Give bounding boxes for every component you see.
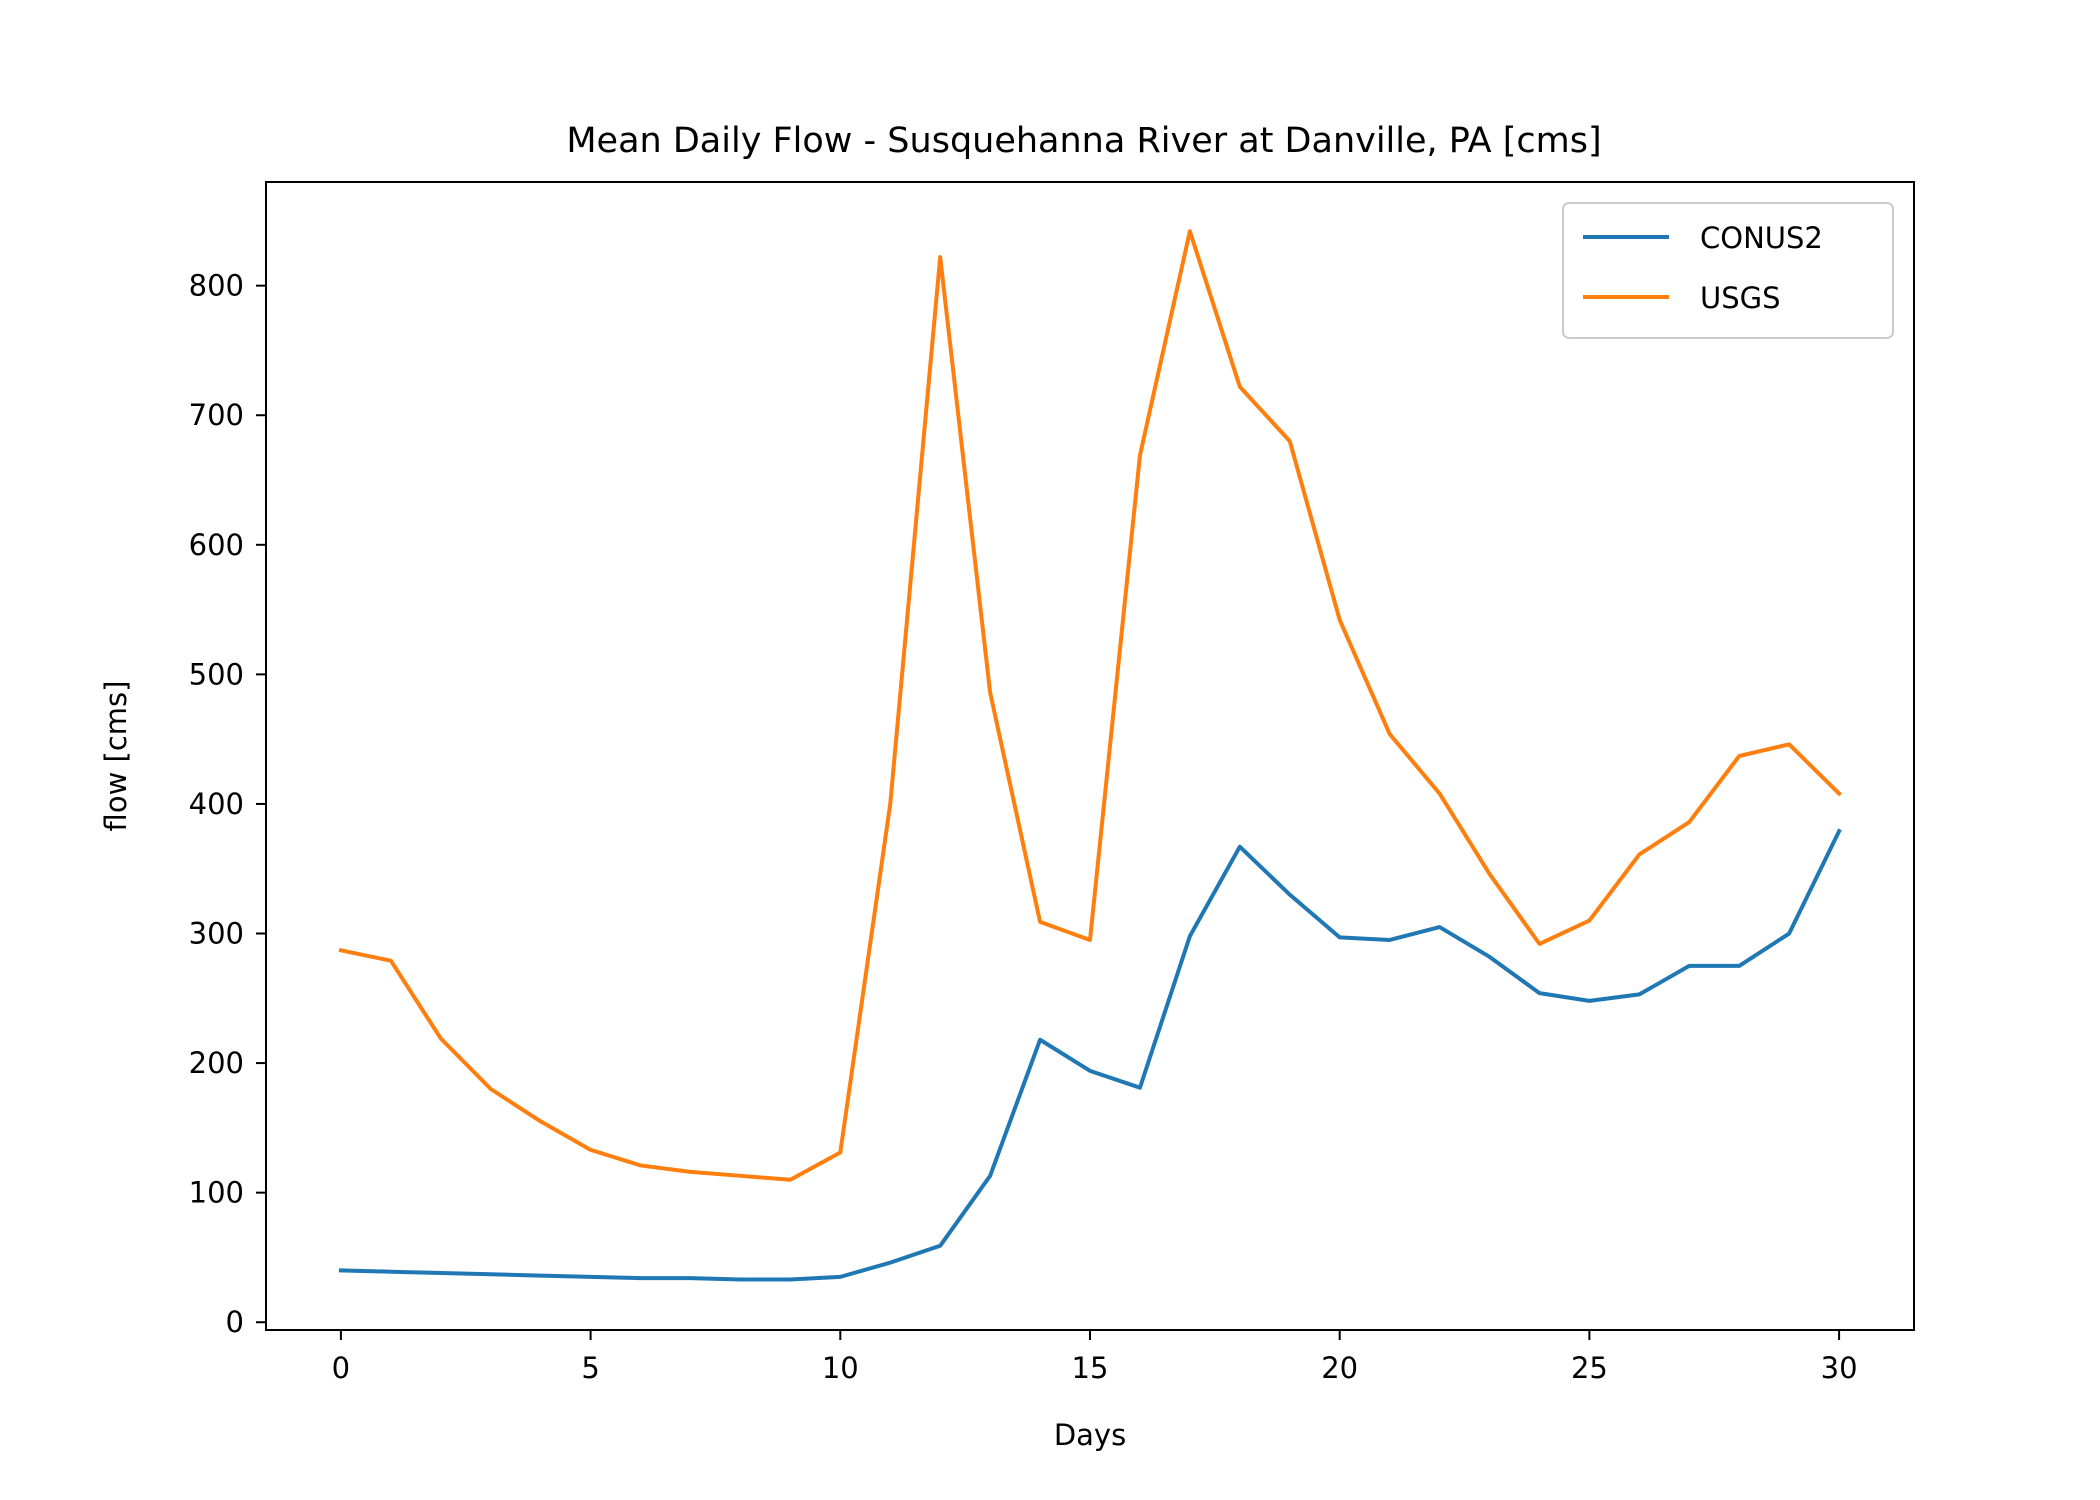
x-tick-label: 5 xyxy=(581,1351,599,1385)
y-tick-label: 800 xyxy=(189,269,244,303)
y-tick-label: 0 xyxy=(226,1305,244,1339)
x-tick-label: 20 xyxy=(1321,1351,1358,1385)
legend-label-usgs: USGS xyxy=(1700,281,1781,315)
chart-title: Mean Daily Flow - Susquehanna River at D… xyxy=(566,121,1601,161)
x-tick-label: 10 xyxy=(822,1351,859,1385)
y-tick-label: 600 xyxy=(189,528,244,562)
y-axis-title: flow [cms] xyxy=(99,681,133,832)
x-axis: 0 5 10 15 20 25 30 xyxy=(332,1330,1858,1385)
y-tick-label: 200 xyxy=(189,1046,244,1080)
y-axis: 0 100 200 300 400 500 600 700 800 xyxy=(189,269,266,1339)
legend: CONUS2 USGS xyxy=(1562,202,1894,339)
series-line-usgs xyxy=(338,229,1842,1182)
series-line-conus2 xyxy=(338,828,1842,1282)
y-tick-label: 100 xyxy=(189,1176,244,1210)
y-tick-label: 300 xyxy=(189,917,244,951)
y-tick-label: 700 xyxy=(189,398,244,432)
x-axis-title: Days xyxy=(1054,1418,1126,1452)
x-tick-label: 15 xyxy=(1072,1351,1109,1385)
legend-label-conus2: CONUS2 xyxy=(1700,221,1823,255)
y-tick-label: 400 xyxy=(189,787,244,821)
x-tick-label: 0 xyxy=(332,1351,350,1385)
x-tick-label: 25 xyxy=(1571,1351,1608,1385)
series-layer xyxy=(338,229,1842,1282)
x-tick-label: 30 xyxy=(1821,1351,1858,1385)
y-tick-label: 500 xyxy=(189,657,244,691)
